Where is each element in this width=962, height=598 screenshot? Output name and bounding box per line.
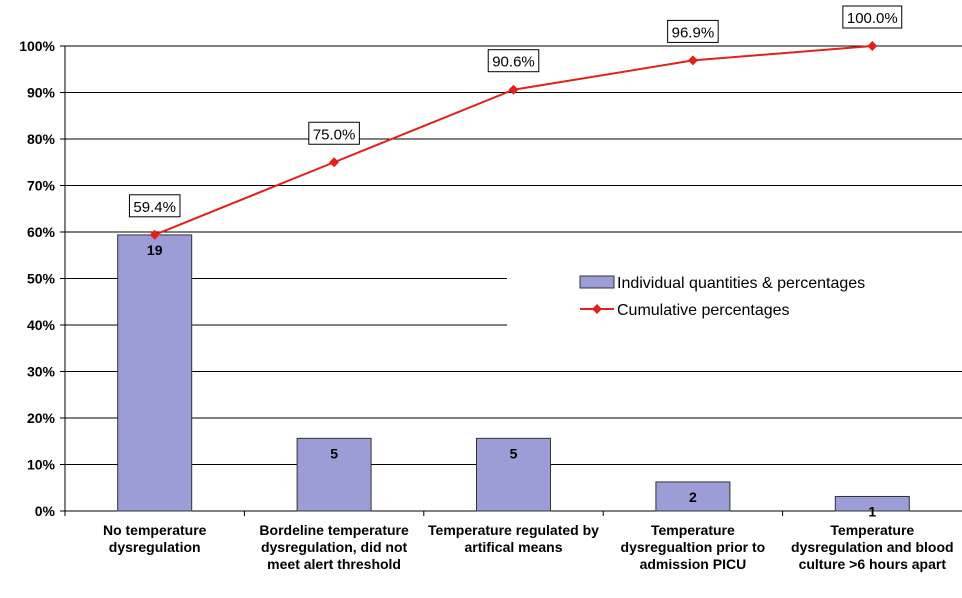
y-tick-label: 80%: [27, 131, 56, 147]
bar: [655, 481, 731, 512]
legend-marker: [592, 304, 602, 314]
x-tick-label: No temperature dysregulation: [103, 522, 207, 555]
bar: [117, 234, 193, 512]
marker: [329, 157, 340, 168]
x-tick-label: Temperature regulated by artifical means: [428, 522, 599, 555]
y-tick-label: 30%: [27, 364, 56, 380]
x-tick-label: Temperature dysregualtion prior to admissi…: [621, 522, 766, 572]
bar-label: 1: [868, 503, 876, 519]
x-tick-label-line: dysregulation, did not: [261, 539, 408, 555]
marker: [867, 41, 878, 51]
data-label: 90.6%: [492, 54, 535, 71]
y-tick-label: 60%: [27, 224, 56, 240]
data-label-box: [128, 194, 181, 218]
data-label-box: [487, 49, 540, 73]
y-tick-label: 50%: [27, 271, 56, 287]
marker: [687, 55, 698, 66]
y-tick-label: 20%: [27, 410, 56, 426]
bar-label: 5: [510, 445, 518, 461]
bar: [834, 495, 910, 512]
data-label: 75.0%: [313, 126, 356, 143]
bar: [296, 437, 372, 512]
line: [154, 45, 873, 236]
legend-swatch: [579, 275, 615, 289]
data-label: 100.0%: [847, 10, 898, 27]
x-tick-label-line: dysregulation: [109, 539, 201, 555]
y-tick-label: 100%: [19, 38, 55, 54]
y-tick-label: 90%: [27, 85, 56, 101]
bar-label: 2: [689, 489, 697, 505]
bar: [476, 437, 551, 512]
y-tick-label: 10%: [27, 457, 56, 473]
x-tick-label-line: meet alert threshold: [267, 556, 401, 572]
legend-box: [507, 264, 962, 326]
data-label-box: [308, 121, 360, 145]
legend-label: Cumulative percentages: [617, 302, 790, 319]
x-tick-label-line: dysregulation and blood: [791, 539, 954, 555]
x-tick-label: Bordeline temperature dysregulation, did …: [259, 522, 409, 572]
x-tick-label-line: Temperature regulated by: [428, 522, 599, 538]
marker: [149, 229, 160, 240]
y-tick-label: 40%: [27, 317, 56, 333]
bar-label: 19: [147, 242, 163, 258]
x-tick-label-line: Temperature: [651, 522, 735, 538]
x-tick-label-line: Temperature: [830, 522, 914, 538]
data-label: 59.4%: [133, 199, 176, 216]
data-label-box: [842, 5, 903, 29]
x-tick-label-line: No temperature: [103, 522, 207, 538]
data-label: 96.9%: [672, 24, 715, 41]
x-tick-label: Temperature dysregulation and blood cultur…: [791, 522, 954, 572]
x-tick-label-line: Bordeline temperature: [259, 522, 409, 538]
x-tick-label-line: dysregualtion prior to: [621, 539, 766, 555]
legend-label: Individual quantities & percentages: [617, 275, 865, 292]
data-label-box: [667, 19, 719, 43]
marker: [508, 84, 519, 95]
y-tick-label: 70%: [27, 178, 56, 194]
y-tick-label: 0%: [35, 503, 56, 519]
x-tick-label-line: culture >6 hours apart: [799, 556, 947, 572]
x-tick-label-line: admission PICU: [640, 556, 747, 572]
bar-label: 5: [330, 445, 338, 461]
x-tick-label-line: artifical means: [464, 539, 562, 555]
